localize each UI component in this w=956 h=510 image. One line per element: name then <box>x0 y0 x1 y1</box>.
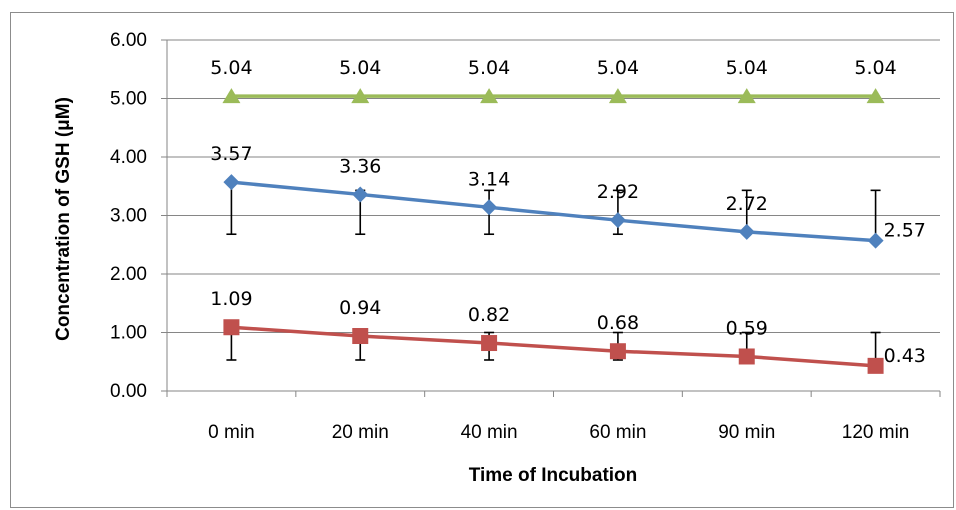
data-point-marker <box>222 88 241 104</box>
data-point-marker <box>738 223 755 240</box>
data-label: 3.57 <box>210 143 252 165</box>
y-tick-label: 4.00 <box>110 147 147 168</box>
data-point-marker <box>609 212 626 229</box>
data-point-marker <box>866 88 885 104</box>
data-label: 5.04 <box>854 57 896 79</box>
y-tick-label: 5.00 <box>110 89 147 110</box>
x-tick-label: 20 min <box>332 422 389 443</box>
y-tick-label: 3.00 <box>110 206 147 227</box>
data-point-marker <box>352 328 369 345</box>
x-tick-label: 90 min <box>718 422 775 443</box>
data-label: 3.36 <box>339 155 381 177</box>
data-point-marker <box>481 199 498 216</box>
y-tick-label: 2.00 <box>110 264 147 285</box>
data-point-marker <box>223 174 240 191</box>
data-point-marker <box>352 186 369 203</box>
y-tick-label: 0.00 <box>110 381 147 402</box>
data-label: 0.68 <box>597 312 639 334</box>
series-0: 5.04 5.04 5.04 5.04 5.04 5.04 <box>210 57 897 104</box>
y-tick-labels: 0.00 1.00 2.00 3.00 4.00 5.00 6.00 <box>110 30 147 402</box>
series-line <box>231 325 876 368</box>
data-label: 2.72 <box>726 193 768 215</box>
x-tick-label: 120 min <box>842 422 910 443</box>
x-tick-label: 40 min <box>461 422 518 443</box>
series-1: 3.57 3.36 3.14 2.92 2.72 2.57 <box>210 143 926 249</box>
data-point-marker <box>609 343 626 360</box>
data-label: 2.92 <box>597 181 639 203</box>
x-tick-labels: 0 min 20 min 40 min 60 min 90 min 120 min <box>208 422 909 443</box>
data-label: 1.09 <box>210 288 252 310</box>
data-label: 0.94 <box>339 297 381 319</box>
gridlines <box>161 39 941 397</box>
data-label: 5.04 <box>597 57 639 79</box>
data-label: 3.14 <box>468 168 510 190</box>
data-point-marker <box>481 335 498 352</box>
data-point-marker <box>351 88 370 104</box>
data-point-marker <box>867 232 884 249</box>
data-label: 5.04 <box>210 57 252 79</box>
data-point-marker <box>480 88 499 104</box>
y-tick-label: 1.00 <box>110 323 147 344</box>
series-line <box>231 180 876 243</box>
data-point-marker <box>867 357 884 374</box>
data-label: 0.82 <box>468 304 510 326</box>
x-tick-label: 0 min <box>208 422 254 443</box>
data-label: 0.59 <box>726 317 768 339</box>
series-group: 5.04 5.04 5.04 5.04 5.04 5.04 3.57 3.36 3.14 2.92… <box>210 57 926 374</box>
data-point-marker <box>608 88 627 104</box>
series-2: 1.09 0.94 0.82 0.68 0.59 0.43 <box>210 288 926 374</box>
y-axis-title: Concentration of GSH (μM) <box>53 97 74 341</box>
data-point-marker <box>737 88 756 104</box>
data-label: 0.43 <box>884 345 926 367</box>
data-label: 5.04 <box>468 57 510 79</box>
data-label: 5.04 <box>726 57 768 79</box>
data-label: 5.04 <box>339 57 381 79</box>
data-point-marker <box>738 348 755 365</box>
y-tick-label: 6.00 <box>110 30 147 51</box>
x-axis-title: Time of Incubation <box>469 465 638 486</box>
data-label: 2.57 <box>884 220 926 242</box>
data-point-marker <box>223 319 240 336</box>
x-tick-label: 60 min <box>589 422 646 443</box>
